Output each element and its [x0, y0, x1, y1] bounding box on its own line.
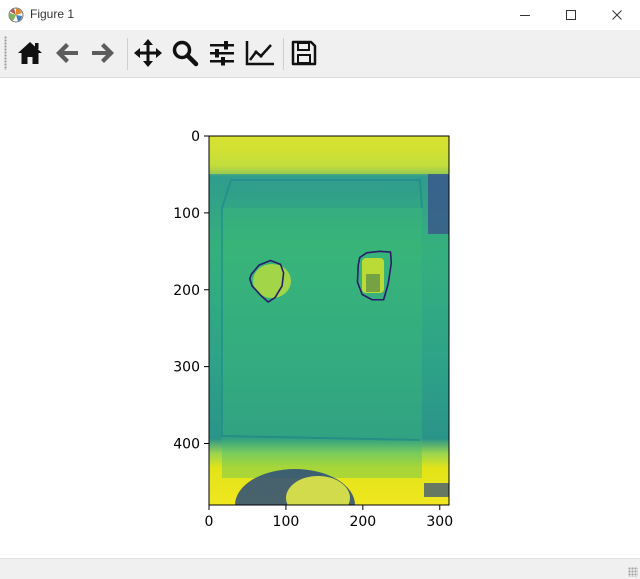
y-tick-label: 200	[173, 283, 200, 299]
image	[209, 136, 449, 505]
x-tick-label: 200	[349, 514, 376, 530]
move-icon	[134, 39, 162, 67]
y-tick-label: 100	[173, 206, 200, 222]
magnifier-icon	[172, 40, 199, 67]
save-button[interactable]	[287, 36, 321, 70]
arrow-left-icon	[56, 43, 78, 63]
minimize-button[interactable]	[502, 0, 548, 30]
image-face-blob	[253, 264, 291, 298]
image-box-edge	[221, 435, 421, 441]
matplotlib-logo-icon	[8, 7, 24, 23]
navigation-toolbar	[0, 30, 640, 78]
arrow-right-icon	[92, 43, 114, 63]
toolbar-grip[interactable]	[4, 36, 7, 70]
maximize-button[interactable]	[548, 0, 594, 30]
title-bar: Figure 1	[0, 0, 640, 30]
status-bar	[0, 558, 640, 579]
x-tick-label: 300	[426, 514, 453, 530]
home-button[interactable]	[13, 36, 47, 70]
image-top-band	[209, 136, 449, 174]
image-bottom-right-dark	[424, 483, 449, 497]
resize-grip-icon[interactable]	[628, 567, 638, 577]
contour-line	[356, 250, 393, 301]
figure-canvas[interactable]: 0 100 200 300 0 100 200 300 400	[0, 78, 640, 558]
x-axis: 0 100 200 300	[205, 505, 453, 530]
home-icon	[18, 42, 42, 64]
line-chart-icon	[245, 41, 274, 66]
y-tick-label: 400	[173, 437, 200, 453]
x-tick-label: 100	[273, 514, 300, 530]
minimize-icon	[520, 15, 530, 16]
edit-axis-button[interactable]	[243, 36, 277, 70]
y-tick-label: 300	[173, 360, 200, 376]
pan-button[interactable]	[131, 36, 165, 70]
image-bottom-food	[286, 476, 350, 505]
x-tick-label: 0	[205, 514, 214, 530]
image-cup-shadow	[366, 274, 380, 292]
toolbar-separator	[127, 38, 128, 70]
contours-layer	[248, 250, 393, 303]
zoom-button[interactable]	[168, 36, 202, 70]
sliders-icon	[210, 41, 234, 66]
maximize-icon	[566, 10, 576, 20]
window-title: Figure 1	[30, 7, 75, 21]
plot-area[interactable]: 0 100 200 300 0 100 200 300 400	[0, 78, 640, 558]
contour-line	[248, 259, 285, 303]
image-dark-strip	[428, 174, 449, 234]
toolbar-separator	[283, 38, 284, 70]
close-button[interactable]	[594, 0, 640, 30]
axes-frame	[208, 135, 450, 506]
floppy-disk-icon	[291, 40, 317, 66]
image-box-edge	[221, 179, 423, 209]
image-background	[209, 136, 449, 505]
y-tick-label: 0	[191, 129, 200, 145]
image-box-panel	[222, 208, 422, 478]
forward-button[interactable]	[86, 36, 120, 70]
close-icon	[612, 10, 622, 20]
y-axis: 0 100 200 300 400	[173, 129, 209, 453]
back-button[interactable]	[50, 36, 84, 70]
configure-subplots-button[interactable]	[205, 36, 239, 70]
